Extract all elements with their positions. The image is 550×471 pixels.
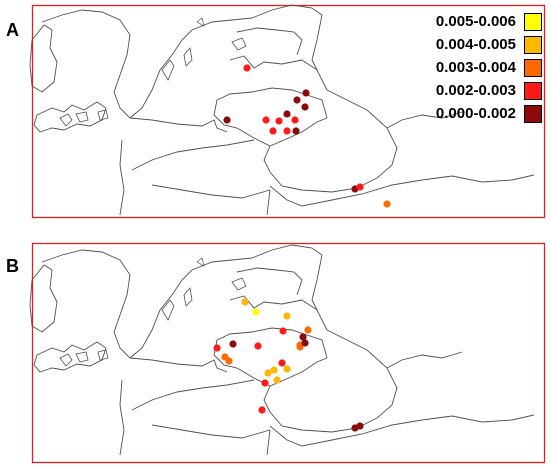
sample-site-marker xyxy=(223,116,231,124)
legend: 0.005-0.006 0.004-0.005 0.003-0.004 0.00… xyxy=(412,10,542,125)
sample-site-marker xyxy=(292,127,300,135)
sample-site-marker xyxy=(383,200,391,208)
legend-item: 0.004-0.005 xyxy=(412,33,542,56)
legend-label: 0.003-0.004 xyxy=(435,59,516,76)
sample-site-marker xyxy=(262,116,270,124)
sample-site-marker xyxy=(273,376,281,384)
panel-b-frame xyxy=(31,242,546,464)
sample-site-marker xyxy=(243,64,251,72)
legend-label: 0.002-0.003 xyxy=(435,82,516,99)
panel-b-sites xyxy=(213,298,364,432)
sample-site-marker xyxy=(278,359,286,367)
sample-site-marker xyxy=(252,308,260,316)
sample-site-marker xyxy=(302,89,310,97)
panel-label-b: B xyxy=(6,256,19,276)
sample-site-marker xyxy=(301,103,309,111)
legend-item: 0.000-0.002 xyxy=(412,102,542,125)
panel-label-a: A xyxy=(6,20,19,40)
sample-site-marker xyxy=(270,366,278,374)
sample-site-marker xyxy=(283,110,291,118)
legend-swatch xyxy=(524,58,542,77)
sample-site-marker xyxy=(304,326,312,334)
sample-site-marker xyxy=(296,343,304,351)
sample-site-marker xyxy=(356,183,364,191)
sample-site-marker xyxy=(264,369,272,377)
sample-site-marker xyxy=(301,339,309,347)
sample-site-marker xyxy=(356,422,364,430)
sample-site-marker xyxy=(229,340,237,348)
sample-site-marker xyxy=(254,342,262,350)
sample-site-marker xyxy=(225,357,233,365)
panel-a-sites xyxy=(223,64,391,208)
sample-site-marker xyxy=(283,127,291,135)
sample-site-marker xyxy=(213,344,221,352)
sample-site-marker xyxy=(258,406,266,414)
sample-site-marker xyxy=(241,298,249,306)
sample-site-marker xyxy=(279,327,287,335)
legend-swatch xyxy=(524,104,542,123)
legend-item: 0.002-0.003 xyxy=(412,79,542,102)
legend-item: 0.005-0.006 xyxy=(412,10,542,33)
legend-label: 0.005-0.006 xyxy=(435,13,516,30)
legend-item: 0.003-0.004 xyxy=(412,56,542,79)
legend-swatch xyxy=(524,81,542,100)
legend-swatch xyxy=(524,12,542,31)
sample-site-marker xyxy=(283,312,291,320)
sample-site-marker xyxy=(269,127,277,135)
sample-site-marker xyxy=(275,117,283,125)
legend-swatch xyxy=(524,35,542,54)
legend-label: 0.000-0.002 xyxy=(435,105,516,122)
legend-label: 0.004-0.005 xyxy=(435,36,516,53)
sample-site-marker xyxy=(291,116,299,124)
sample-site-marker xyxy=(261,379,269,387)
sample-site-marker xyxy=(293,96,301,104)
sample-site-marker xyxy=(283,365,291,373)
sample-site-marker xyxy=(299,333,307,341)
